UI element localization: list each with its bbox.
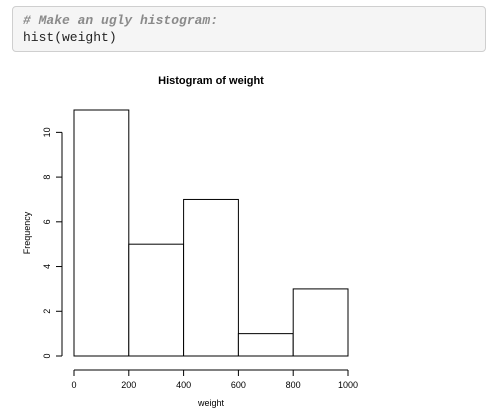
histogram-bar — [183, 198, 239, 357]
histogram-svg: Histogram of weight Frequency weight 0 20… — [22, 75, 358, 408]
x-tick-label: 800 — [286, 380, 301, 390]
code-cell[interactable]: # Make an ugly histogram: hist(weight) — [12, 6, 486, 52]
x-tick-label: 1000 — [338, 380, 358, 390]
y-tick-label: 6 — [42, 219, 52, 224]
y-tick-label: 8 — [42, 175, 52, 180]
y-tick-label: 2 — [42, 309, 52, 314]
y-tick-label: 0 — [42, 353, 52, 358]
histogram-bar — [237, 333, 294, 357]
histogram-bar — [292, 288, 349, 357]
x-tick-label: 400 — [176, 380, 191, 390]
y-axis: 0 2 4 6 8 10 — [42, 127, 63, 359]
x-axis: 0 200 400 600 800 1000 — [71, 369, 358, 390]
y-axis-label: Frequency — [22, 211, 32, 254]
bars-group — [73, 109, 349, 357]
x-tick-label: 600 — [231, 380, 246, 390]
code-command: hist(weight) — [23, 30, 117, 45]
chart-title: Histogram of weight — [158, 75, 264, 87]
x-axis-label: weight — [197, 398, 225, 408]
histogram-bar — [128, 243, 185, 357]
x-tick-label: 0 — [71, 380, 76, 390]
histogram-plot: Histogram of weight Frequency weight 0 20… — [0, 60, 497, 414]
y-tick-label: 4 — [42, 264, 52, 269]
y-tick-label: 10 — [42, 127, 52, 137]
code-comment: # Make an ugly histogram: — [23, 13, 219, 28]
x-tick-label: 200 — [121, 380, 136, 390]
histogram-bar — [73, 109, 130, 357]
